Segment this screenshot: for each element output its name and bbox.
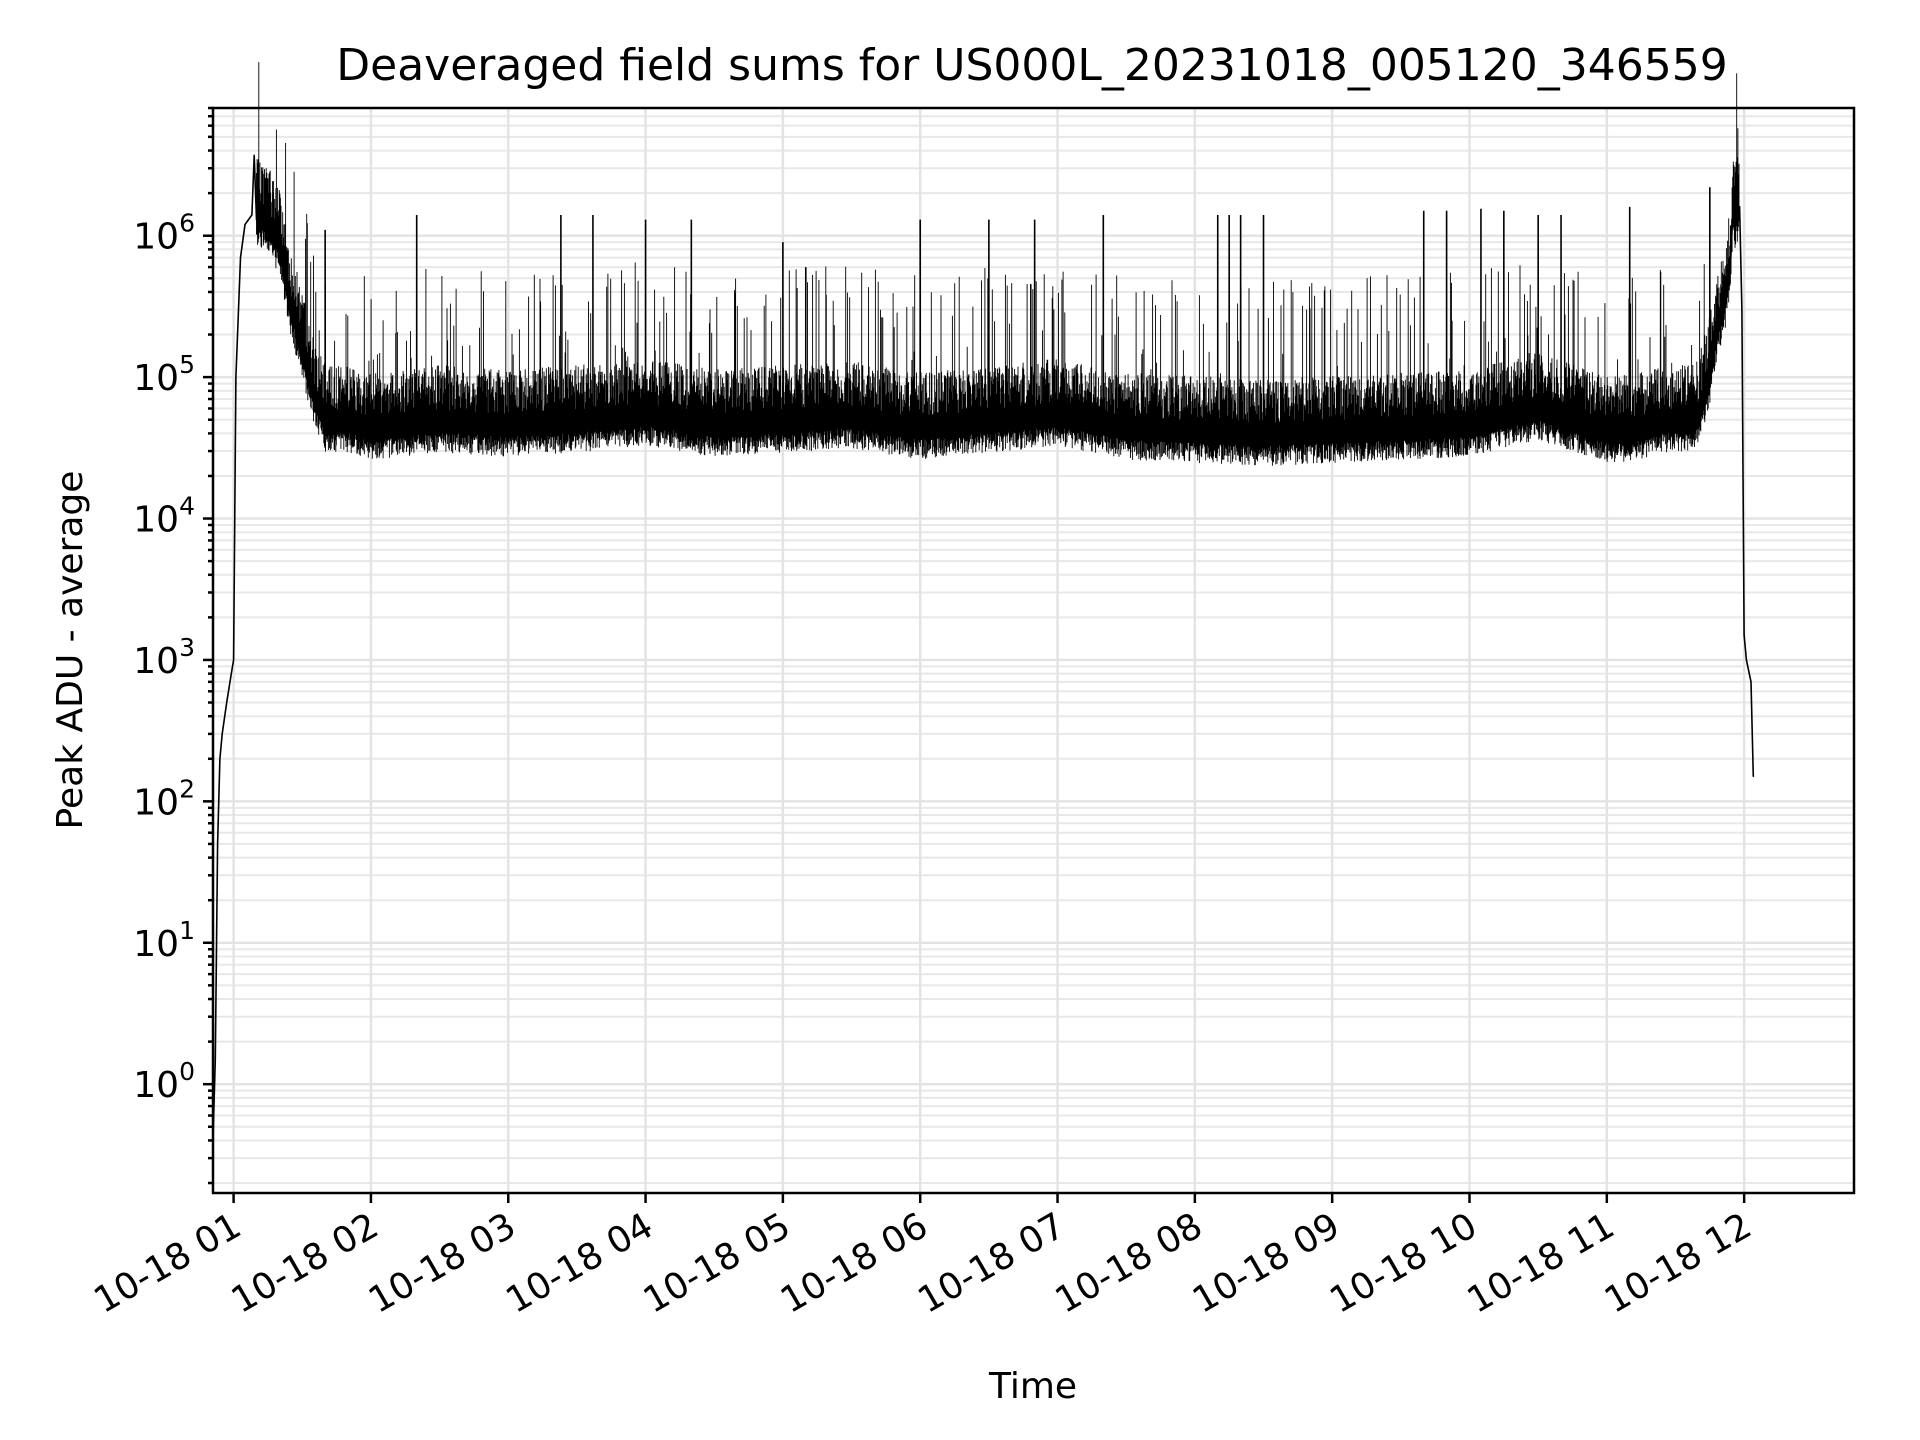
y-tick-label: 106 (133, 209, 195, 258)
y-tick-base: 10 (133, 500, 179, 541)
y-tick-label: 105 (133, 350, 195, 399)
y-tick-exponent: 2 (179, 774, 195, 803)
y-tick-base: 10 (133, 782, 179, 823)
y-tick-base: 10 (133, 217, 179, 258)
y-tick-exponent: 5 (179, 350, 195, 379)
data-point (239, 257, 242, 259)
plot-frame (211, 106, 1856, 1195)
major-gridlines (213, 108, 1854, 1193)
data-point (235, 376, 237, 378)
y-tick-base: 10 (133, 924, 179, 965)
y-tick-label: 102 (133, 774, 195, 823)
data-point (253, 154, 255, 156)
y-tick-exponent: 3 (179, 633, 195, 662)
data-point (233, 659, 235, 661)
data-point (217, 843, 219, 845)
y-tick-label: 104 (133, 492, 195, 541)
y-tick-base: 10 (133, 358, 179, 399)
data-point (251, 214, 253, 216)
y-tick-exponent: 4 (179, 492, 195, 521)
y-tick-exponent: 0 (179, 1057, 195, 1086)
y-tick-exponent: 6 (179, 209, 195, 238)
y-tick-base: 10 (133, 1065, 179, 1106)
data-point (244, 223, 246, 226)
noise-band (256, 62, 1740, 466)
data-point (226, 701, 228, 704)
data-point (1750, 681, 1752, 683)
data-point (1752, 775, 1754, 778)
series-layer (212, 62, 1755, 1141)
data-point (1741, 309, 1743, 311)
data-point (1743, 634, 1745, 636)
chart-title: Deaveraged field sums for US000L_2023101… (336, 40, 1728, 91)
axis-ticks (203, 106, 1746, 1203)
y-axis-label: Peak ADU - average (50, 471, 91, 830)
data-point (230, 673, 232, 675)
data-point (1745, 659, 1747, 661)
y-tick-base: 10 (133, 641, 179, 682)
y-tick-label: 100 (133, 1057, 195, 1106)
y-tick-label: 101 (133, 916, 195, 965)
y-tick-label: 103 (133, 633, 195, 682)
data-point (219, 758, 221, 760)
data-point (214, 1058, 216, 1060)
data-point (221, 733, 223, 735)
y-tick-exponent: 1 (179, 916, 195, 945)
x-axis-label: Time (988, 1366, 1077, 1407)
